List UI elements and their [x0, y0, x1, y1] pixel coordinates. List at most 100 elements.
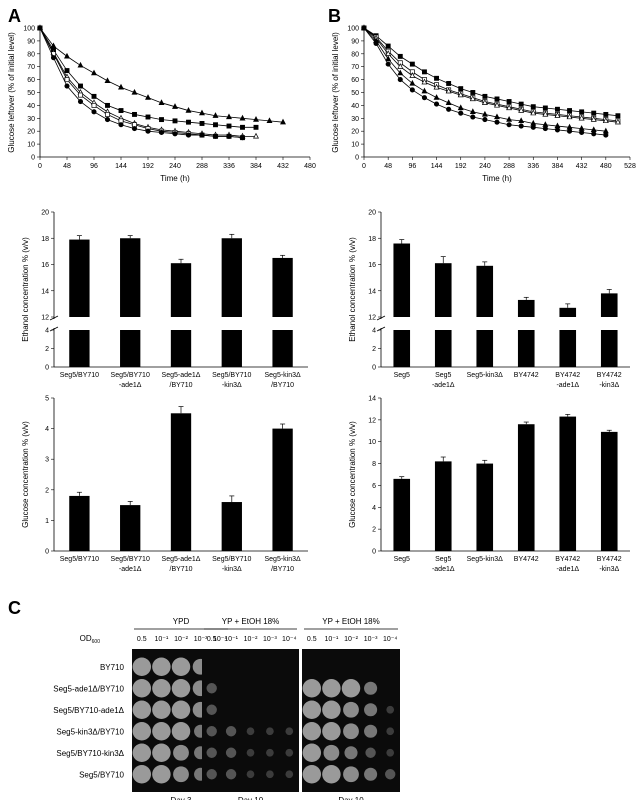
bar-upper	[476, 265, 494, 317]
data-point	[421, 87, 428, 94]
data-point	[361, 25, 367, 31]
data-point	[409, 61, 415, 67]
yeast-spot	[132, 743, 152, 762]
y-tick-label: 0	[372, 549, 376, 556]
data-point	[50, 55, 57, 61]
data-point	[614, 118, 621, 125]
category-label: /BY710	[170, 382, 193, 389]
data-point	[482, 93, 488, 99]
data-point	[615, 113, 621, 119]
data-point	[494, 101, 500, 108]
category-label: Seg5/BY710	[212, 372, 251, 379]
data-point	[469, 108, 476, 115]
x-tick-label: 336	[527, 163, 539, 170]
yeast-spot	[171, 700, 191, 719]
category-label: Seg5/BY710	[111, 556, 150, 563]
y-tick-label: 60	[27, 77, 35, 84]
series-line	[39, 27, 256, 128]
x-axis-label: Time (h)	[482, 174, 512, 183]
dilution-label: 10⁻¹	[154, 636, 168, 643]
data-point	[131, 126, 138, 132]
y-tick-label: 4	[372, 328, 376, 335]
bar	[69, 495, 90, 551]
data-point	[409, 87, 415, 93]
panel-label-b: B	[328, 6, 341, 26]
yeast-spot	[285, 748, 294, 757]
yeast-spot	[246, 770, 255, 779]
yeast-spot	[206, 704, 217, 715]
data-point	[37, 25, 43, 31]
category-label: -ade1Δ	[119, 382, 142, 389]
category-label: Seg5/BY710	[60, 556, 99, 563]
strain-row-label: BY710	[100, 663, 125, 672]
yeast-spot	[364, 724, 378, 738]
bar	[434, 461, 452, 551]
data-point	[199, 109, 205, 116]
data-point	[470, 114, 476, 120]
series-line	[39, 27, 256, 137]
data-point	[409, 79, 416, 86]
y-tick-label: 0	[31, 155, 35, 162]
data-point	[590, 116, 597, 122]
data-point	[385, 55, 392, 62]
y-tick-label: 0	[45, 549, 49, 556]
data-point	[118, 108, 124, 114]
od-label-subscript: 600	[92, 639, 101, 645]
x-tick-label: 96	[408, 163, 416, 170]
data-point	[185, 107, 192, 113]
yeast-spot	[302, 743, 322, 762]
dilution-label: 10⁻²	[174, 636, 188, 643]
yeast-spot	[364, 681, 378, 695]
data-point	[518, 123, 524, 129]
data-point	[518, 117, 525, 124]
y-axis-label: Glucose leftover (% of initial level)	[331, 32, 340, 153]
spot-assay-plates: OD600 YPD 0.5 10⁻¹ 10⁻² 10⁻³ 10⁻⁴ Day 3 YP + EtO…	[53, 617, 400, 800]
data-point	[445, 99, 452, 105]
yeast-spot	[343, 723, 359, 740]
category-label: BY4742	[555, 372, 580, 379]
y-tick-label: 70	[27, 64, 35, 71]
y-tick-label: 100	[347, 26, 359, 33]
bar	[600, 431, 618, 551]
category-label: BY4742	[514, 556, 539, 563]
bar	[221, 502, 242, 551]
bar-lower	[434, 330, 452, 367]
data-point	[266, 117, 273, 124]
ethanol-bar-chart-b: 12 14 16 18 20 0 2 4 Ethanol concentration % (v/…	[348, 210, 630, 389]
data-point	[253, 124, 259, 130]
yeast-spot	[266, 748, 274, 757]
yeast-spot	[173, 766, 189, 783]
bar-lower	[120, 330, 141, 367]
bar-lower	[170, 330, 192, 367]
data-point	[555, 106, 560, 112]
axis-break-mark	[49, 326, 59, 332]
data-point	[530, 104, 536, 110]
y-tick-label: 80	[351, 51, 359, 58]
y-tick-label: 2	[45, 487, 49, 494]
y-tick-label: 10	[27, 142, 35, 149]
series-line	[363, 27, 618, 122]
data-point	[554, 112, 561, 118]
data-point	[226, 123, 232, 129]
category-label: BY4742	[514, 372, 539, 379]
yeast-spot	[285, 770, 294, 779]
x-tick-label: 0	[38, 163, 42, 170]
category-label: -ade1Δ	[432, 566, 455, 573]
data-point	[494, 119, 500, 125]
bar-upper	[517, 299, 535, 317]
y-tick-label: 30	[351, 116, 359, 123]
y-tick-label: 2	[372, 346, 376, 353]
panel-label-a: A	[8, 6, 21, 26]
yeast-spot	[322, 679, 341, 698]
data-point	[530, 109, 537, 116]
data-point	[158, 99, 165, 105]
yeast-spot	[206, 726, 217, 737]
bar	[272, 428, 293, 551]
yeast-spot	[302, 722, 322, 741]
x-tick-label: 288	[196, 163, 208, 170]
dilution-label: 10⁻⁴	[282, 636, 297, 643]
glucose-bar-chart-b: 0 2 4 6 8 10 12 14 Glucose concentration % (v/v)…	[348, 396, 630, 573]
y-tick-label: 12	[368, 315, 376, 322]
yeast-spot	[171, 722, 191, 741]
data-point	[566, 113, 573, 120]
